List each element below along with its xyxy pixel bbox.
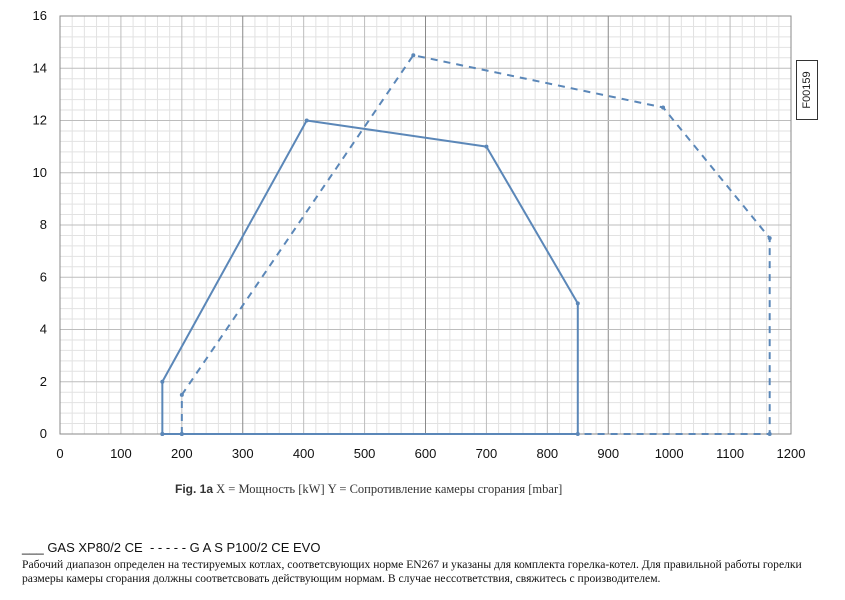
x-tick-label: 800: [536, 446, 558, 461]
chart-plot: 0 100 200 300 400 500 600 700 800 900 1000 1100 1200…: [33, 8, 806, 461]
series-point-2: [661, 105, 666, 110]
legend-dashed-label: G A S P100/2 CE EVO: [186, 540, 321, 555]
x-tick-label: 200: [171, 446, 193, 461]
legend: ___ GAS XP80/2 CE - - - - - G A S P100/2…: [22, 540, 320, 555]
series-point-1: [160, 379, 165, 384]
figure-caption: Fig. 1a X = Мощность [kW] Y = Сопротивле…: [175, 482, 562, 497]
x-tick-label: 1100: [716, 446, 744, 461]
legend-dashed-marker: - - - - -: [149, 540, 187, 555]
y-tick-label: 10: [33, 165, 47, 180]
figure-number: Fig. 1a: [175, 482, 214, 496]
y-tick-label: 2: [40, 374, 47, 389]
figure-code-box: F00159: [796, 60, 818, 120]
series-point-1: [160, 432, 165, 436]
series-point-2: [179, 392, 184, 397]
series-point-1: [575, 301, 580, 306]
series-point-2: [767, 432, 772, 436]
y-tick-label: 14: [33, 60, 47, 75]
series-point-2: [179, 432, 184, 436]
series-point-2: [411, 53, 416, 58]
y-tick-label: 12: [33, 113, 47, 128]
x-tick-label: 900: [597, 446, 619, 461]
figure-code: F00159: [801, 71, 813, 109]
x-tick-label: 500: [354, 446, 376, 461]
x-tick-label: 400: [293, 446, 315, 461]
footnote: Рабочий диапазон определен на тестируемы…: [22, 558, 802, 585]
y-tick-label: 6: [40, 269, 47, 284]
series-point-1: [484, 144, 489, 149]
y-tick-label: 4: [40, 322, 47, 337]
y-tick-label: 0: [40, 426, 47, 441]
x-tick-label: 300: [232, 446, 254, 461]
x-tick-label: 700: [476, 446, 498, 461]
x-tick-label: 1200: [777, 446, 806, 461]
x-tick-label: 0: [56, 446, 63, 461]
series-point-2: [767, 236, 772, 241]
legend-solid-label: GAS XP80/2 CE: [43, 540, 147, 555]
x-tick-label: 1000: [655, 446, 684, 461]
x-tick-label: 600: [415, 446, 437, 461]
legend-solid-marker: ___: [22, 540, 44, 555]
series-point-1: [304, 118, 309, 123]
x-tick-label: 100: [110, 446, 132, 461]
y-tick-label: 8: [40, 217, 47, 232]
y-tick-label: 16: [33, 8, 47, 23]
figure-caption-text: X = Мощность [kW] Y = Сопротивление каме…: [213, 482, 563, 496]
